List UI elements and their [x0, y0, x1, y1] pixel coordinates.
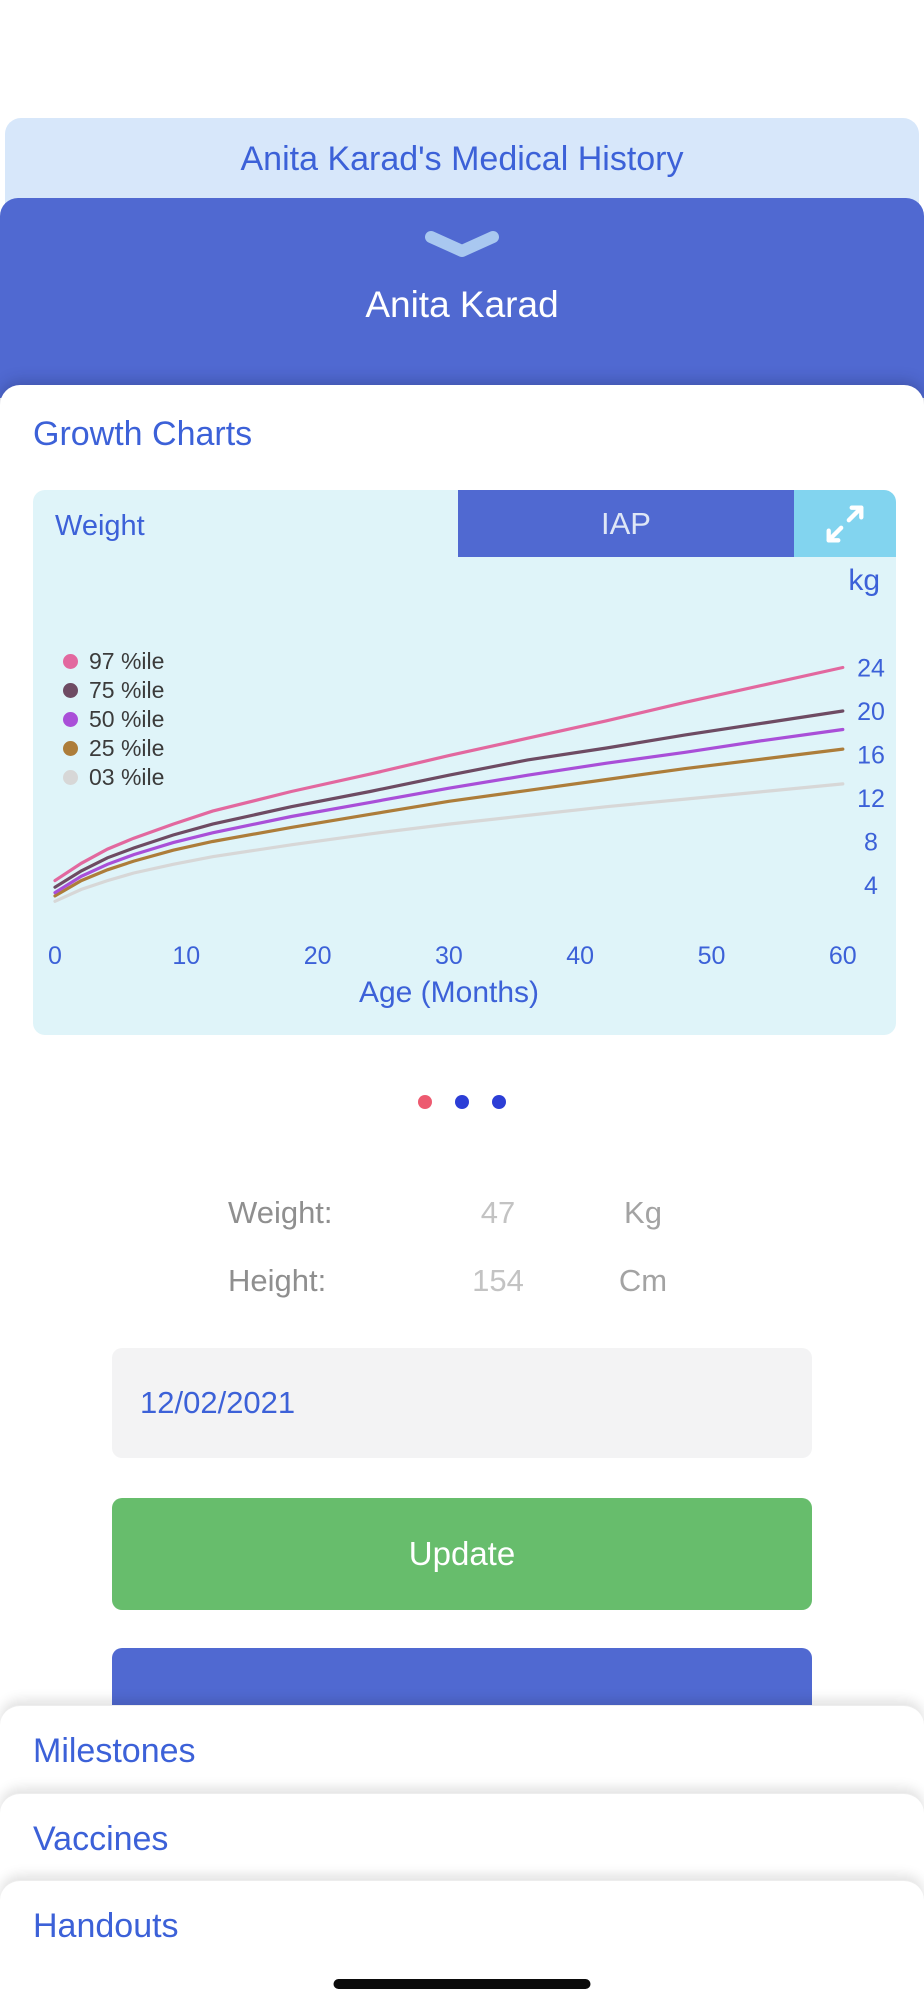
- x-tick: 20: [304, 942, 332, 970]
- growth-chart-card: Weight IAP kg 4 8 12 16 20 24 0 10 20 30 40 50 60 97…: [33, 490, 896, 1035]
- legend-item: 25 %ile: [63, 734, 164, 763]
- legend-swatch: [63, 683, 78, 698]
- legend-swatch: [63, 654, 78, 669]
- height-row: Height: 154 Cm: [228, 1263, 708, 1299]
- height-unit: Cm: [618, 1263, 668, 1298]
- x-tick: 30: [435, 942, 463, 970]
- x-tick: 40: [566, 942, 594, 970]
- page-dot-1[interactable]: [418, 1095, 432, 1109]
- x-tick: 60: [829, 942, 857, 970]
- series-line-50ile: [53, 727, 845, 895]
- growth-chart-plot: 4 8 12 16 20 24 0 10 20 30 40 50 60: [48, 655, 885, 971]
- series-line-97ile: [53, 665, 845, 883]
- patient-name: Anita Karad: [365, 284, 559, 325]
- page-dot-2[interactable]: [455, 1095, 469, 1109]
- weight-row: Weight: 47 Kg: [228, 1195, 708, 1231]
- height-label: Height:: [228, 1263, 327, 1298]
- x-tick: 10: [172, 942, 200, 970]
- y-tick: 8: [864, 829, 878, 857]
- legend-swatch: [63, 770, 78, 785]
- x-tick: 0: [48, 942, 62, 970]
- legend-label: 75 %ile: [89, 677, 165, 703]
- legend-label: 25 %ile: [89, 735, 165, 761]
- sheet-label-milestones: Milestones: [33, 1732, 196, 1770]
- series-line-25ile: [53, 747, 845, 898]
- weight-unit: Kg: [624, 1195, 662, 1230]
- sheet-label-handouts: Handouts: [33, 1907, 179, 1945]
- date-value: 12/02/2021: [140, 1385, 296, 1420]
- legend-swatch: [63, 741, 78, 756]
- legend-item: 03 %ile: [63, 763, 164, 792]
- chart-legend: 97 %ile 75 %ile 50 %ile 25 %ile 03 %ile: [63, 647, 164, 792]
- y-tick: 24: [857, 655, 885, 683]
- chevron-down-icon[interactable]: [424, 230, 500, 258]
- legend-item: 75 %ile: [63, 676, 164, 705]
- legend-swatch: [63, 712, 78, 727]
- legend-label: 03 %ile: [89, 764, 165, 790]
- page-indicator: [0, 1095, 924, 1109]
- y-tick: 4: [864, 872, 878, 900]
- update-button[interactable]: Update: [112, 1498, 812, 1610]
- y-tick: 20: [857, 698, 885, 726]
- y-tick: 12: [857, 785, 885, 813]
- series-line-03ile: [53, 782, 845, 903]
- patient-header-card: Anita Karad: [0, 198, 924, 398]
- legend-label: 97 %ile: [89, 648, 165, 674]
- series-line-75ile: [53, 709, 845, 889]
- page-dot-3[interactable]: [492, 1095, 506, 1109]
- x-axis-title: Age (Months): [358, 976, 540, 1009]
- home-indicator: [333, 1979, 591, 1989]
- legend-label: 50 %ile: [89, 706, 165, 732]
- sheet-label-vaccines: Vaccines: [33, 1820, 169, 1858]
- height-value[interactable]: 154: [472, 1263, 524, 1298]
- iap-standard-button[interactable]: IAP: [458, 490, 794, 557]
- y-tick: 16: [857, 742, 885, 770]
- weight-label: Weight:: [228, 1195, 333, 1230]
- chart-metric-label: Weight: [55, 510, 145, 542]
- date-input[interactable]: 12/02/2021: [112, 1348, 812, 1458]
- legend-item: 97 %ile: [63, 647, 164, 676]
- section-title-growth-charts: Growth Charts: [33, 415, 253, 453]
- weight-value[interactable]: 47: [480, 1195, 516, 1230]
- x-tick: 50: [698, 942, 726, 970]
- expand-chart-button[interactable]: [794, 490, 896, 557]
- y-axis-unit-label: kg: [848, 564, 880, 597]
- legend-item: 50 %ile: [63, 705, 164, 734]
- expand-icon: [826, 505, 864, 542]
- page-title: Anita Karad's Medical History: [240, 140, 684, 178]
